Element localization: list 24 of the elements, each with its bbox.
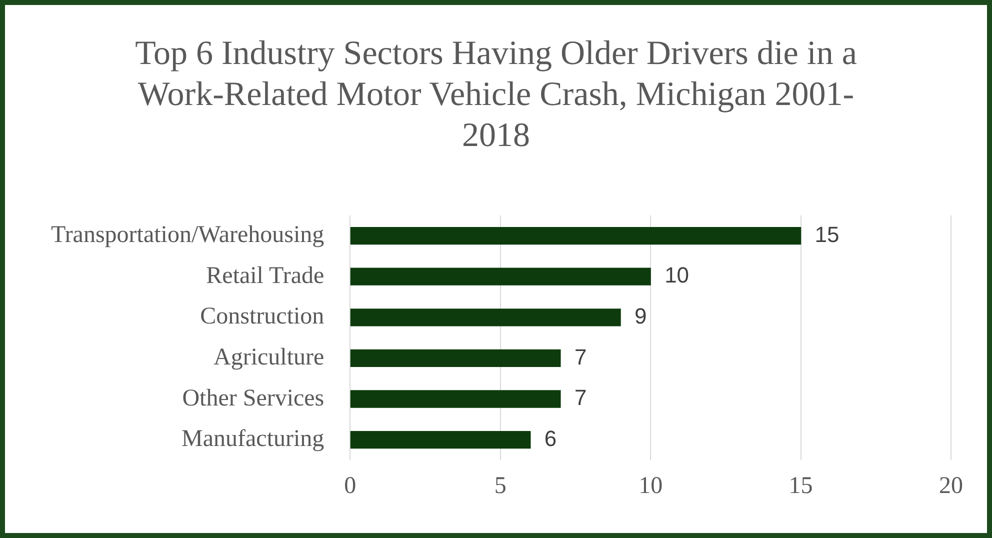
data-label: 6	[544, 426, 557, 451]
data-label: 15	[814, 222, 840, 247]
bar	[350, 226, 802, 245]
x-tick-label: 10	[638, 472, 663, 499]
x-tick-label: 20	[939, 472, 963, 499]
data-label: 9	[634, 303, 647, 328]
y-tick-label: Retail Trade	[206, 262, 324, 289]
bar	[350, 349, 561, 368]
y-tick-label: Other Services	[182, 385, 324, 412]
bar	[350, 268, 651, 286]
data-label: 10	[664, 262, 690, 288]
bar	[350, 308, 621, 326]
y-tick-label: Construction	[200, 304, 324, 330]
y-tick-label: Transportation/Warehousing	[50, 222, 324, 248]
y-tick-label: Agriculture	[214, 344, 324, 370]
chart-title: Top 6 Industry Sectors Having Older Drivers die in a Work-Related Motor Vehicle Crash, Michigan 2001-2018	[134, 34, 858, 156]
x-tick-label: 0	[344, 472, 356, 499]
y-tick-label: Manufacturing	[182, 426, 324, 452]
data-label: 7	[574, 344, 587, 370]
bar	[350, 390, 561, 408]
x-tick-label: 5	[494, 472, 506, 499]
data-label: 7	[574, 385, 587, 410]
x-tick-label: 15	[788, 472, 813, 499]
bar	[350, 430, 531, 449]
